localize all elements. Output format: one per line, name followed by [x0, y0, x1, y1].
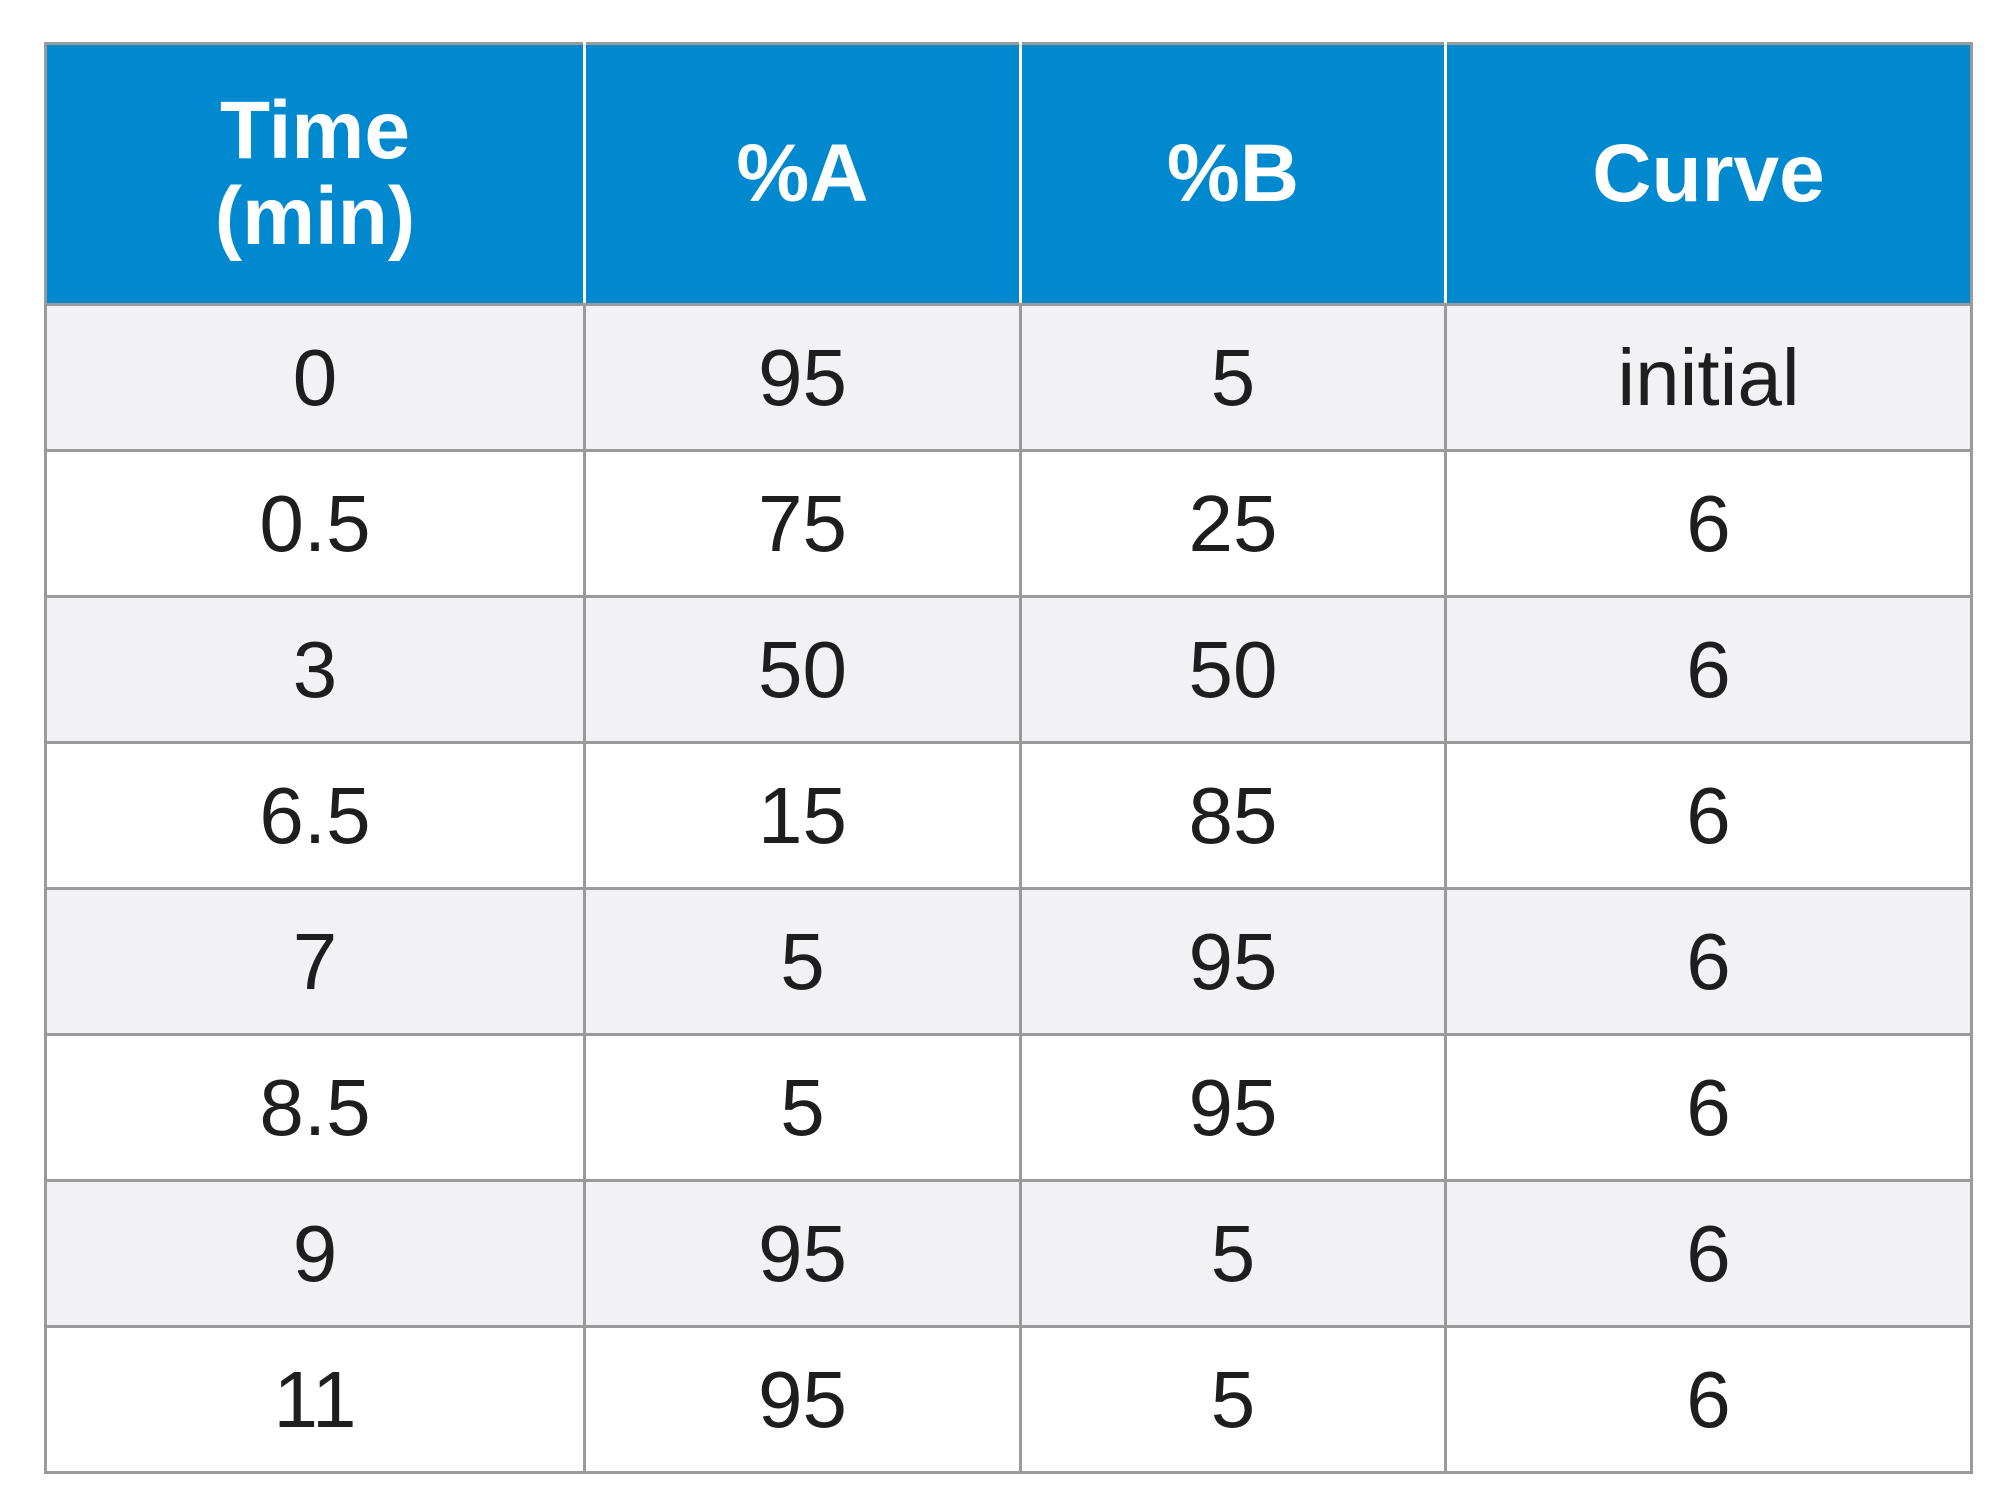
cell-percent-b: 5: [1019, 1179, 1447, 1328]
cell-time: 0: [44, 303, 586, 452]
table-row: 3 50 50 6: [44, 595, 1973, 744]
table-row: 0.5 75 25 6: [44, 449, 1973, 598]
cell-percent-b: 5: [1019, 1325, 1447, 1474]
cell-curve: 6: [1444, 1325, 1973, 1474]
header-row: Time (min) %A %B Curve: [44, 42, 1973, 306]
cell-percent-a: 5: [583, 887, 1022, 1036]
header-time-unit: (min): [214, 171, 416, 262]
cell-percent-a: 15: [583, 741, 1022, 890]
cell-percent-a: 50: [583, 595, 1022, 744]
gradient-table: Time (min) %A %B Curve 0 95 5 initial 0.…: [44, 42, 1973, 1474]
cell-percent-a: 5: [583, 1033, 1022, 1182]
cell-percent-b: 25: [1019, 449, 1447, 598]
cell-percent-a: 75: [583, 449, 1022, 598]
cell-time: 8.5: [44, 1033, 586, 1182]
header-percent-b: %B: [1019, 42, 1447, 306]
cell-time: 9: [44, 1179, 586, 1328]
cell-curve: 6: [1444, 595, 1973, 744]
cell-curve: 6: [1444, 741, 1973, 890]
cell-time: 0.5: [44, 449, 586, 598]
cell-percent-a: 95: [583, 1179, 1022, 1328]
cell-time: 7: [44, 887, 586, 1036]
cell-percent-b: 95: [1019, 887, 1447, 1036]
cell-curve: 6: [1444, 449, 1973, 598]
cell-curve: 6: [1444, 887, 1973, 1036]
cell-curve: 6: [1444, 1033, 1973, 1182]
cell-percent-b: 95: [1019, 1033, 1447, 1182]
table-row: 7 5 95 6: [44, 887, 1973, 1036]
header-time: Time (min): [44, 42, 586, 306]
cell-time: 6.5: [44, 741, 586, 890]
table-row: 8.5 5 95 6: [44, 1033, 1973, 1182]
table-row: 6.5 15 85 6: [44, 741, 1973, 890]
gradient-table-container: Time (min) %A %B Curve 0 95 5 initial 0.…: [44, 42, 1973, 1474]
cell-curve: 6: [1444, 1179, 1973, 1328]
cell-percent-a: 95: [583, 303, 1022, 452]
header-percent-a: %A: [583, 42, 1022, 306]
cell-time: 11: [44, 1325, 586, 1474]
header-time-label: Time: [220, 85, 410, 176]
cell-percent-b: 50: [1019, 595, 1447, 744]
cell-curve: initial: [1444, 303, 1973, 452]
table-row: 9 95 5 6: [44, 1179, 1973, 1328]
cell-percent-b: 85: [1019, 741, 1447, 890]
header-curve: Curve: [1444, 42, 1973, 306]
cell-time: 3: [44, 595, 586, 744]
cell-percent-a: 95: [583, 1325, 1022, 1474]
cell-percent-b: 5: [1019, 303, 1447, 452]
table-row: 11 95 5 6: [44, 1325, 1973, 1474]
table-row: 0 95 5 initial: [44, 303, 1973, 452]
